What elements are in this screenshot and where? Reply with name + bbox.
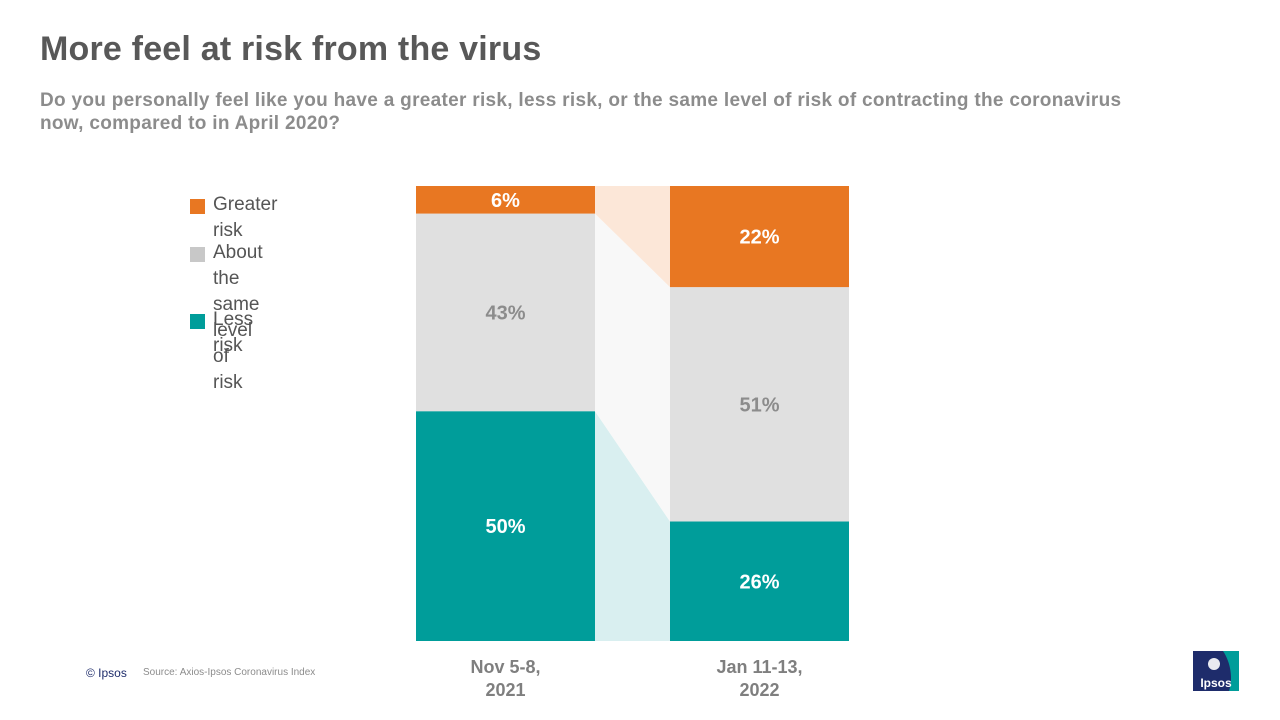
bar-greater-risk-2 (670, 186, 849, 288)
data-label-greater-risk-2: 22% (739, 227, 779, 249)
legend-item-less-risk: Less risk (190, 309, 253, 359)
ipsos-logo: Ipsos (1193, 651, 1239, 691)
connector-about-the-same-level-of-risk (595, 213, 670, 522)
bar-less-risk-2 (670, 521, 849, 641)
bar-about-the-same-level-of-risk-1 (416, 213, 595, 412)
legend-label-less-risk: Less risk (213, 309, 254, 356)
data-label-greater-risk-1: 6% (491, 190, 520, 212)
connector-less-risk (595, 411, 670, 641)
category-label-2: Jan 11-13, 2022 (716, 657, 802, 700)
legend-swatch-same-risk (190, 247, 205, 262)
legend-swatch-greater-risk (190, 199, 205, 214)
category-label-1: Nov 5-8, 2021 (470, 657, 540, 700)
bar-less-risk-1 (416, 411, 595, 641)
data-label-about-the-same-level-of-risk-1: 43% (485, 302, 525, 324)
legend-swatch-less-risk (190, 314, 205, 329)
data-label-less-risk-1: 50% (485, 516, 525, 538)
data-label-about-the-same-level-of-risk-2: 51% (739, 394, 779, 416)
bar-about-the-same-level-of-risk-2 (670, 287, 849, 522)
data-label-less-risk-2: 26% (739, 571, 779, 593)
legend-label-greater-risk: Greater risk (213, 194, 278, 241)
legend-label-same-risk: About the same level of risk (213, 242, 263, 393)
connector-greater-risk (595, 186, 670, 288)
source-text: Source: Axios-Ipsos Coronavirus Index (143, 667, 316, 678)
legend-item-greater-risk: Greater risk (190, 194, 277, 244)
bar-greater-risk-1 (416, 186, 595, 214)
copyright-text: © Ipsos (86, 666, 127, 680)
page-title: More feel at risk from the virus (40, 30, 542, 68)
legend-item-same-risk: About the same level of risk (190, 242, 263, 396)
logo-text: Ipsos (1200, 676, 1232, 690)
survey-question: Do you personally feel like you have a g… (40, 90, 1122, 134)
